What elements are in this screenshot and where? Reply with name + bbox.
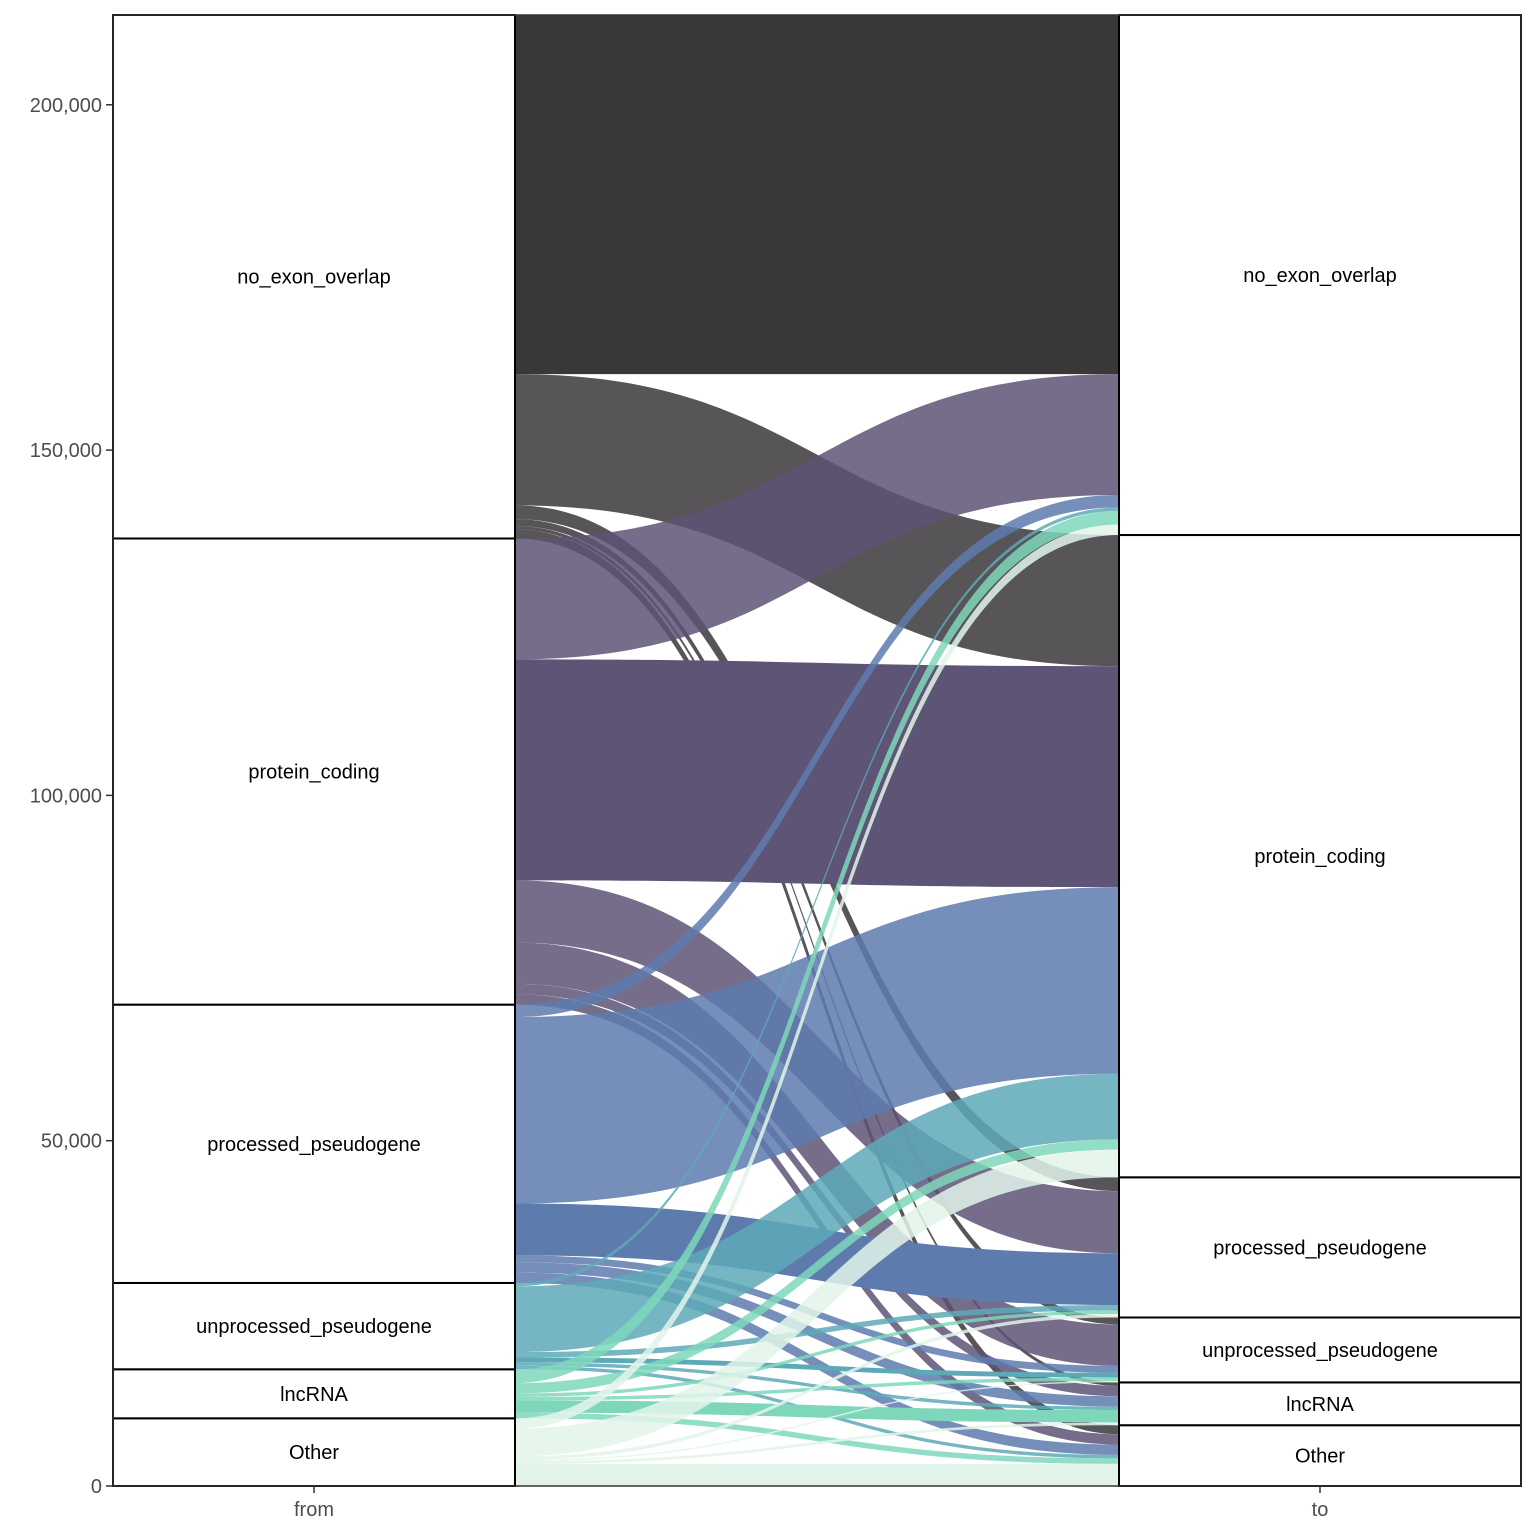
x-tick-label-to: to — [1312, 1499, 1329, 1521]
y-tick-label: 100,000 — [30, 785, 102, 807]
flow-Other-to-lncRNA — [515, 1422, 1119, 1464]
stratum-label-from-no_exon_overlap: no_exon_overlap — [237, 267, 390, 289]
stratum-label-from-protein_coding: protein_coding — [248, 762, 379, 784]
panel-border — [112, 14, 1522, 1487]
stratum-label-to-protein_coding: protein_coding — [1254, 846, 1385, 868]
stratum-label-to-Other: Other — [1295, 1446, 1345, 1468]
flow-Other-to-protein_coding — [515, 1149, 1119, 1457]
stratum-from-protein_coding — [112, 537, 516, 1006]
flow-protein_coding-to-no_exon_overlap — [515, 374, 1119, 660]
flow-unprocessed_pseudogene-to-no_exon_overlap — [515, 507, 1119, 1287]
flow-unprocessed_pseudogene-to-processed_pseudogene — [515, 1305, 1119, 1358]
flow-lncRNA-to-no_exon_overlap — [515, 510, 1119, 1384]
flow-Other-to-unprocessed_pseudogene — [515, 1381, 1119, 1462]
flow-no_exon_overlap-to-unprocessed_pseudogene — [515, 519, 1119, 1325]
stratum-to-protein_coding — [1118, 534, 1522, 1179]
stratum-label-to-lncRNA: lncRNA — [1286, 1394, 1354, 1416]
flow-protein_coding-to-protein_coding — [515, 659, 1119, 888]
flow-Other-to-processed_pseudogene — [515, 1314, 1119, 1460]
stratum-label-from-unprocessed_pseudogene: unprocessed_pseudogene — [196, 1316, 432, 1338]
stratum-from-processed_pseudogene — [112, 1003, 516, 1284]
stratum-label-from-processed_pseudogene: processed_pseudogene — [207, 1134, 421, 1156]
flow-lncRNA-to-Other — [515, 1412, 1119, 1464]
flow-lncRNA-to-protein_coding — [515, 1139, 1119, 1394]
flow-processed_pseudogene-to-lncRNA — [515, 1262, 1119, 1407]
y-tick-label: 0 — [91, 1476, 102, 1498]
stratum-to-no_exon_overlap — [1118, 14, 1522, 537]
axis-layer: 0 50,000 100,000 150,000 200,000 from to — [30, 95, 1329, 1521]
y-tick-label: 50,000 — [41, 1131, 102, 1153]
y-tick-label: 200,000 — [30, 95, 102, 117]
flow-no_exon_overlap-to-no_exon_overlap — [515, 15, 1119, 375]
stratum-label-to-processed_pseudogene: processed_pseudogene — [1213, 1237, 1427, 1259]
flow-protein_coding-to-unprocessed_pseudogene — [515, 942, 1119, 1366]
flow-processed_pseudogene-to-Other — [515, 1272, 1119, 1455]
x-tick-label-from: from — [294, 1499, 334, 1521]
flow-Other-to-no_exon_overlap — [515, 524, 1119, 1429]
y-tick-label: 150,000 — [30, 440, 102, 462]
stratum-from-no_exon_overlap — [112, 14, 516, 540]
stratum-label-to-unprocessed_pseudogene: unprocessed_pseudogene — [1202, 1340, 1438, 1362]
stratum-label-from-Other: Other — [289, 1442, 339, 1464]
flow-Other-to-Other — [515, 1463, 1119, 1486]
stratum-to-processed_pseudogene — [1118, 1176, 1522, 1319]
strata-layer: Other lncRNA unprocessed_pseudogene process… — [112, 14, 1522, 1488]
flow-lncRNA-to-processed_pseudogene — [515, 1310, 1119, 1397]
flow-processed_pseudogene-to-no_exon_overlap — [515, 494, 1119, 1018]
flow-lncRNA-to-unprocessed_pseudogene — [515, 1377, 1119, 1401]
stratum-to-lncRNA — [1118, 1381, 1522, 1427]
stratum-label-to-no_exon_overlap: no_exon_overlap — [1243, 265, 1396, 287]
stratum-from-unprocessed_pseudogene — [112, 1281, 516, 1371]
stratum-label-from-lncRNA: lncRNA — [280, 1384, 348, 1406]
flow-processed_pseudogene-to-protein_coding — [515, 887, 1119, 1204]
flow-processed_pseudogene-to-processed_pseudogene — [515, 1203, 1119, 1306]
flows-layer — [515, 15, 1119, 1486]
